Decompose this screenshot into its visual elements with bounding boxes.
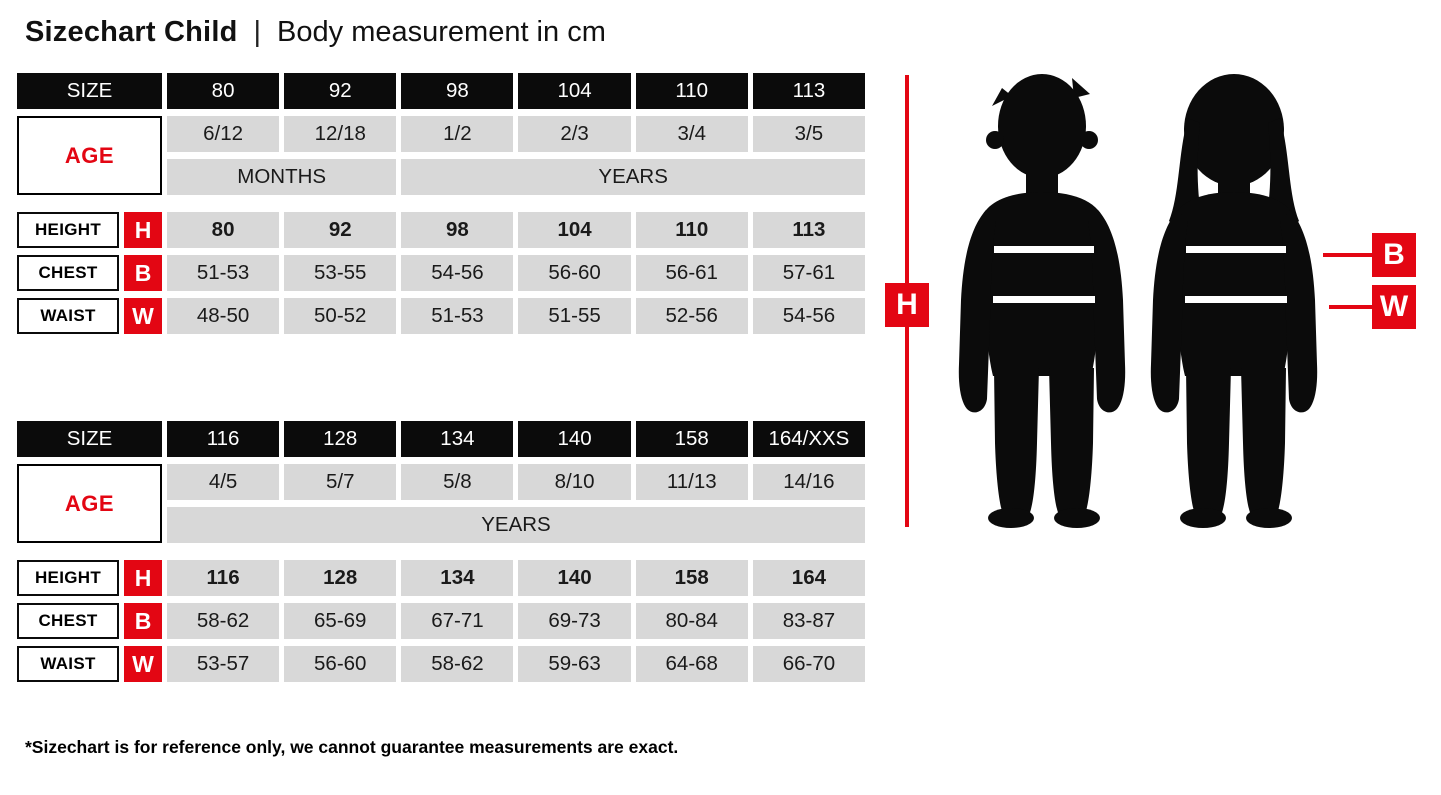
- age-cell: 1/2: [401, 116, 514, 152]
- height-letter-badge: H: [124, 212, 162, 248]
- chest-badge: B: [1372, 233, 1416, 277]
- age-cell: 12/18: [284, 116, 397, 152]
- chest-cell: 54-56: [401, 255, 514, 291]
- chest-cell: 83-87: [752, 603, 865, 639]
- waist-indicator-line: [1329, 305, 1372, 309]
- age-cell: 5/8: [401, 464, 514, 500]
- waist-letter-badge: W: [124, 298, 162, 334]
- age-unit-years: YEARS: [401, 159, 865, 195]
- waist-letter-badge: W: [124, 646, 162, 682]
- height-cell: 110: [635, 212, 748, 248]
- age-cell: 14/16: [752, 464, 865, 500]
- waist-cell: 53-57: [167, 646, 280, 682]
- size-col: 158: [635, 421, 748, 457]
- age-label: AGE: [17, 116, 162, 195]
- height-cell: 80: [167, 212, 280, 248]
- height-cell: 140: [518, 560, 631, 596]
- waist-cell: 54-56: [752, 298, 865, 334]
- age-cell: 4/5: [167, 464, 280, 500]
- page-title: Sizechart Child | Body measurement in cm: [25, 16, 606, 49]
- measurement-diagram: H: [880, 60, 1441, 605]
- size-header: SIZE: [17, 73, 162, 109]
- chest-cell: 56-61: [635, 255, 748, 291]
- height-cell: 158: [635, 560, 748, 596]
- waist-cell: 50-52: [284, 298, 397, 334]
- chest-row-label: CHEST B: [17, 255, 162, 291]
- height-cell: 104: [518, 212, 631, 248]
- size-col: 113: [752, 73, 865, 109]
- size-col: 116: [167, 421, 280, 457]
- title-main: Sizechart Child: [25, 16, 238, 48]
- age-unit-months: MONTHS: [167, 159, 397, 195]
- boy-silhouette-icon: [958, 74, 1126, 528]
- age-unit-years: YEARS: [167, 507, 865, 543]
- height-cell: 116: [167, 560, 280, 596]
- waist-row-label: WAIST W: [17, 646, 162, 682]
- chest-indicator-line: [1323, 253, 1372, 257]
- waist-cell: 64-68: [635, 646, 748, 682]
- size-header: SIZE: [17, 421, 162, 457]
- size-col: 98: [401, 73, 514, 109]
- height-cell: 98: [401, 212, 514, 248]
- age-cell: 5/7: [284, 464, 397, 500]
- size-col: 104: [518, 73, 631, 109]
- chest-letter-badge: B: [124, 255, 162, 291]
- height-cell: 164: [752, 560, 865, 596]
- chest-cell: 56-60: [518, 255, 631, 291]
- waist-cell: 56-60: [284, 646, 397, 682]
- waist-cell: 59-63: [518, 646, 631, 682]
- chest-cell: 80-84: [635, 603, 748, 639]
- height-row-label: HEIGHT H: [17, 212, 162, 248]
- size-table-small: SIZE 80 92 98 104 110 113 AGE 6/12 12/18…: [17, 73, 865, 334]
- waist-measure-band: [993, 296, 1095, 303]
- size-col: 134: [401, 421, 514, 457]
- girl-silhouette-icon: [1150, 74, 1318, 528]
- title-separator: |: [253, 16, 262, 48]
- chest-cell: 67-71: [401, 603, 514, 639]
- height-cell: 113: [752, 212, 865, 248]
- chest-cell: 69-73: [518, 603, 631, 639]
- chest-letter-badge: B: [124, 603, 162, 639]
- height-cell: 134: [401, 560, 514, 596]
- chest-cell: 57-61: [752, 255, 865, 291]
- size-col: 80: [167, 73, 280, 109]
- height-row-label: HEIGHT H: [17, 560, 162, 596]
- age-label: AGE: [17, 464, 162, 543]
- waist-row-label: WAIST W: [17, 298, 162, 334]
- size-col: 110: [635, 73, 748, 109]
- age-cell: 8/10: [518, 464, 631, 500]
- chest-cell: 51-53: [167, 255, 280, 291]
- waist-cell: 51-55: [518, 298, 631, 334]
- waist-measure-band: [1185, 296, 1287, 303]
- title-subtitle: Body measurement in cm: [277, 16, 606, 48]
- size-col: 128: [284, 421, 397, 457]
- height-cell: 92: [284, 212, 397, 248]
- age-cell: 3/5: [752, 116, 865, 152]
- waist-badge: W: [1372, 285, 1416, 329]
- size-table-large: SIZE 116 128 134 140 158 164/XXS AGE 4/5…: [17, 421, 865, 682]
- age-cell: 11/13: [635, 464, 748, 500]
- age-cell: 3/4: [635, 116, 748, 152]
- waist-cell: 52-56: [635, 298, 748, 334]
- waist-cell: 58-62: [401, 646, 514, 682]
- height-cell: 128: [284, 560, 397, 596]
- height-badge: H: [885, 283, 929, 327]
- chest-cell: 58-62: [167, 603, 280, 639]
- chest-row-label: CHEST B: [17, 603, 162, 639]
- size-col: 140: [518, 421, 631, 457]
- size-col: 164/XXS: [752, 421, 865, 457]
- age-cell: 6/12: [167, 116, 280, 152]
- waist-cell: 66-70: [752, 646, 865, 682]
- age-cell: 2/3: [518, 116, 631, 152]
- footnote: *Sizechart is for reference only, we can…: [25, 737, 679, 757]
- height-letter-badge: H: [124, 560, 162, 596]
- chest-measure-band: [994, 246, 1094, 253]
- chest-cell: 65-69: [284, 603, 397, 639]
- size-col: 92: [284, 73, 397, 109]
- chest-measure-band: [1186, 246, 1286, 253]
- waist-cell: 51-53: [401, 298, 514, 334]
- chest-cell: 53-55: [284, 255, 397, 291]
- waist-cell: 48-50: [167, 298, 280, 334]
